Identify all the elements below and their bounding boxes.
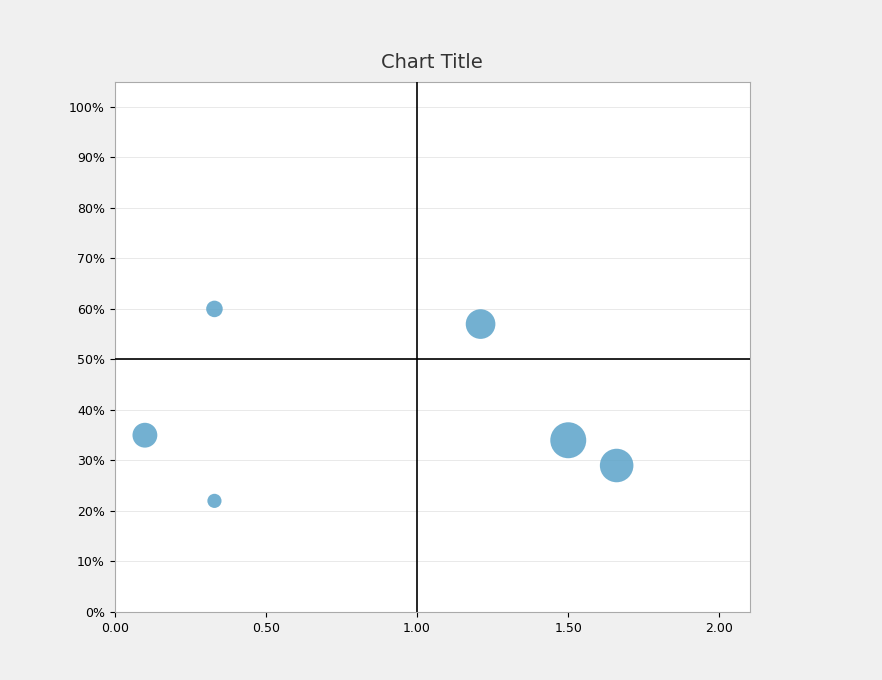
Point (138, 430, 152, 441)
Point (207, 303, 221, 314)
Title: Chart Title: Chart Title (381, 53, 483, 71)
Point (609, 460, 624, 471)
Point (474, 319, 488, 330)
Point (561, 435, 575, 445)
Point (207, 496, 221, 507)
